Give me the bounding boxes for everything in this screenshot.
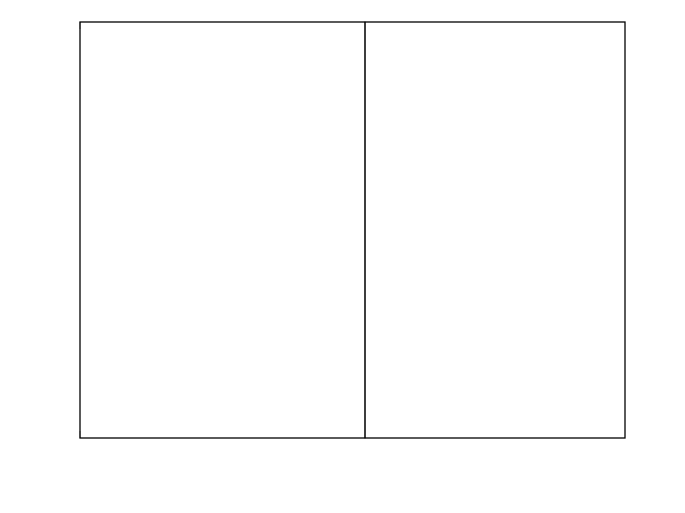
chart-container bbox=[0, 0, 685, 508]
dual-panel-scatter bbox=[0, 0, 685, 508]
